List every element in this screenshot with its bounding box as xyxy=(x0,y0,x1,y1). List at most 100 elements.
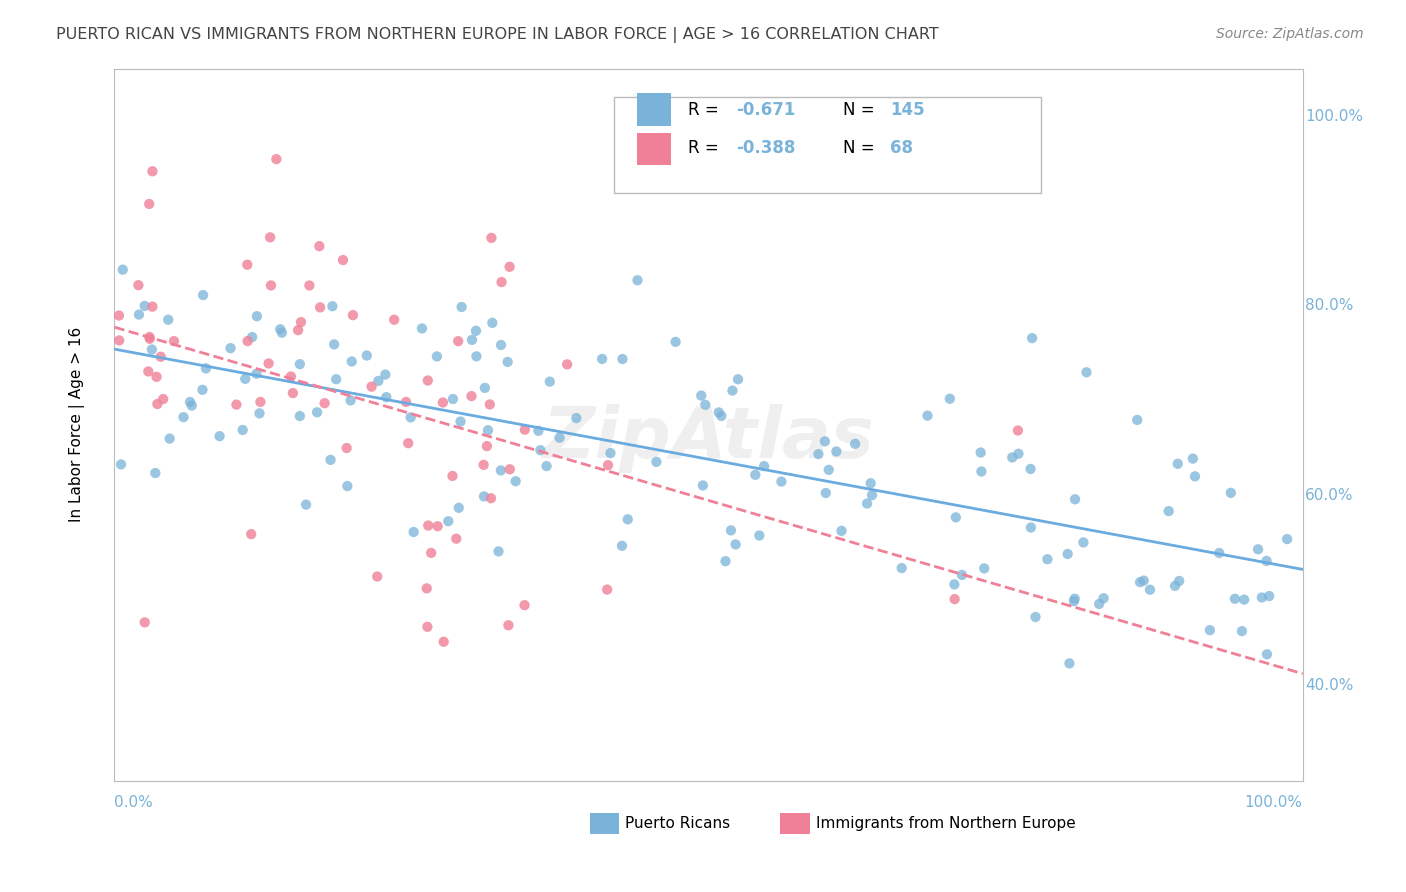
Point xyxy=(269,322,291,336)
Point xyxy=(1164,579,1187,593)
Point xyxy=(1129,575,1152,590)
Point xyxy=(134,615,156,630)
Point xyxy=(240,527,263,541)
Point xyxy=(134,299,156,313)
Point xyxy=(141,300,163,314)
Point xyxy=(489,338,512,352)
Point xyxy=(108,309,131,323)
Point xyxy=(416,620,439,634)
Point xyxy=(498,618,520,632)
Point xyxy=(280,369,302,384)
Point xyxy=(240,330,263,344)
Point xyxy=(496,355,519,369)
Text: 80.0%: 80.0% xyxy=(1305,299,1354,313)
Point xyxy=(1256,647,1278,661)
Point xyxy=(807,447,830,461)
Point xyxy=(173,410,195,425)
Point xyxy=(1007,447,1029,461)
Point xyxy=(690,388,713,402)
Point xyxy=(465,324,488,338)
Point xyxy=(321,299,343,313)
Point xyxy=(450,415,472,429)
Point xyxy=(478,397,501,411)
Point xyxy=(1167,457,1189,471)
Point xyxy=(309,301,332,315)
Point xyxy=(1139,582,1161,597)
Point xyxy=(752,459,775,474)
Point xyxy=(416,582,439,596)
Point xyxy=(707,405,730,419)
Point xyxy=(420,546,443,560)
Point xyxy=(596,458,619,472)
Point xyxy=(970,445,993,459)
Point xyxy=(249,395,271,409)
Point xyxy=(139,332,162,346)
Text: 40.0%: 40.0% xyxy=(1305,679,1354,693)
Point xyxy=(472,490,495,504)
Text: 100.0%: 100.0% xyxy=(1244,795,1303,810)
FancyBboxPatch shape xyxy=(613,97,1042,194)
Point xyxy=(479,491,502,506)
Point xyxy=(450,300,472,314)
Point xyxy=(610,539,633,553)
Point xyxy=(233,372,256,386)
Point xyxy=(548,431,571,445)
Point xyxy=(616,512,638,526)
Point xyxy=(1233,592,1256,607)
Point xyxy=(591,351,613,366)
Point xyxy=(498,260,520,274)
Point xyxy=(1199,623,1222,637)
Point xyxy=(1036,552,1059,566)
Point xyxy=(1063,591,1085,606)
Point xyxy=(692,478,714,492)
Point xyxy=(831,524,853,538)
Point xyxy=(1056,547,1078,561)
Point xyxy=(513,598,536,612)
Point xyxy=(695,398,717,412)
Point xyxy=(325,372,347,386)
Text: 60.0%: 60.0% xyxy=(1305,489,1354,503)
Bar xyxy=(637,133,671,165)
Point xyxy=(128,308,150,322)
Point xyxy=(249,406,271,420)
Point xyxy=(1019,520,1042,534)
Text: In Labor Force | Age > 16: In Labor Force | Age > 16 xyxy=(69,327,84,523)
Bar xyxy=(780,813,810,834)
Text: 145: 145 xyxy=(890,101,925,119)
Point xyxy=(446,532,468,546)
Point xyxy=(426,350,449,364)
Point xyxy=(714,554,737,568)
Point xyxy=(257,356,280,370)
Point xyxy=(367,374,389,388)
Point xyxy=(191,383,214,397)
Point xyxy=(1126,413,1149,427)
Point xyxy=(356,349,378,363)
Point xyxy=(433,634,456,648)
Point xyxy=(1064,492,1087,507)
Point xyxy=(402,524,425,539)
Point xyxy=(460,389,482,403)
Point xyxy=(323,337,346,351)
Point xyxy=(489,463,512,477)
Point xyxy=(814,434,837,449)
Point xyxy=(141,343,163,357)
Text: Immigrants from Northern Europe: Immigrants from Northern Europe xyxy=(815,816,1076,831)
Text: -0.388: -0.388 xyxy=(735,139,796,157)
Point xyxy=(307,405,329,419)
Point xyxy=(943,577,966,591)
Point xyxy=(332,253,354,268)
Point xyxy=(626,273,648,287)
Point xyxy=(1250,591,1272,605)
Point xyxy=(194,361,217,376)
Point xyxy=(159,432,181,446)
Bar xyxy=(589,813,620,834)
Point xyxy=(138,197,160,211)
Point xyxy=(477,423,499,437)
Point xyxy=(236,258,259,272)
Point xyxy=(465,349,488,363)
Point xyxy=(441,469,464,483)
Point xyxy=(288,409,311,423)
Point xyxy=(447,500,470,515)
Point xyxy=(538,375,561,389)
Point xyxy=(157,312,180,326)
